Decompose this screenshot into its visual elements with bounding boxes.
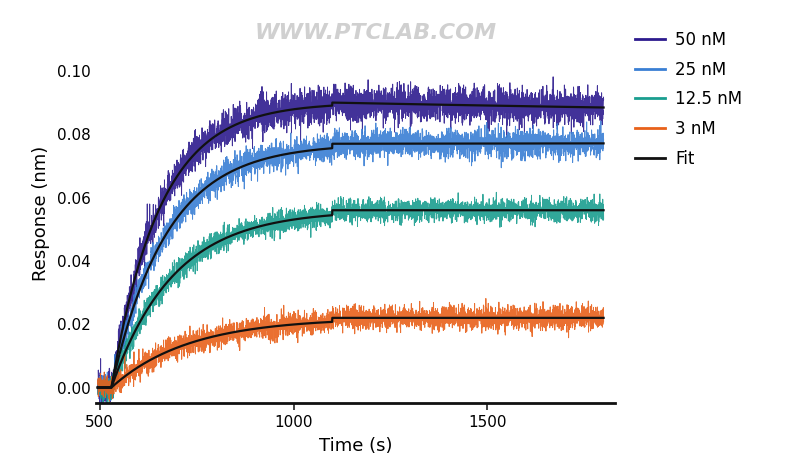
Y-axis label: Response (nm): Response (nm): [32, 146, 50, 281]
Text: WWW.PTCLAB.COM: WWW.PTCLAB.COM: [254, 23, 497, 44]
Legend: 50 nM, 25 nM, 12.5 nM, 3 nM, Fit: 50 nM, 25 nM, 12.5 nM, 3 nM, Fit: [629, 24, 749, 174]
X-axis label: Time (s): Time (s): [319, 437, 392, 455]
